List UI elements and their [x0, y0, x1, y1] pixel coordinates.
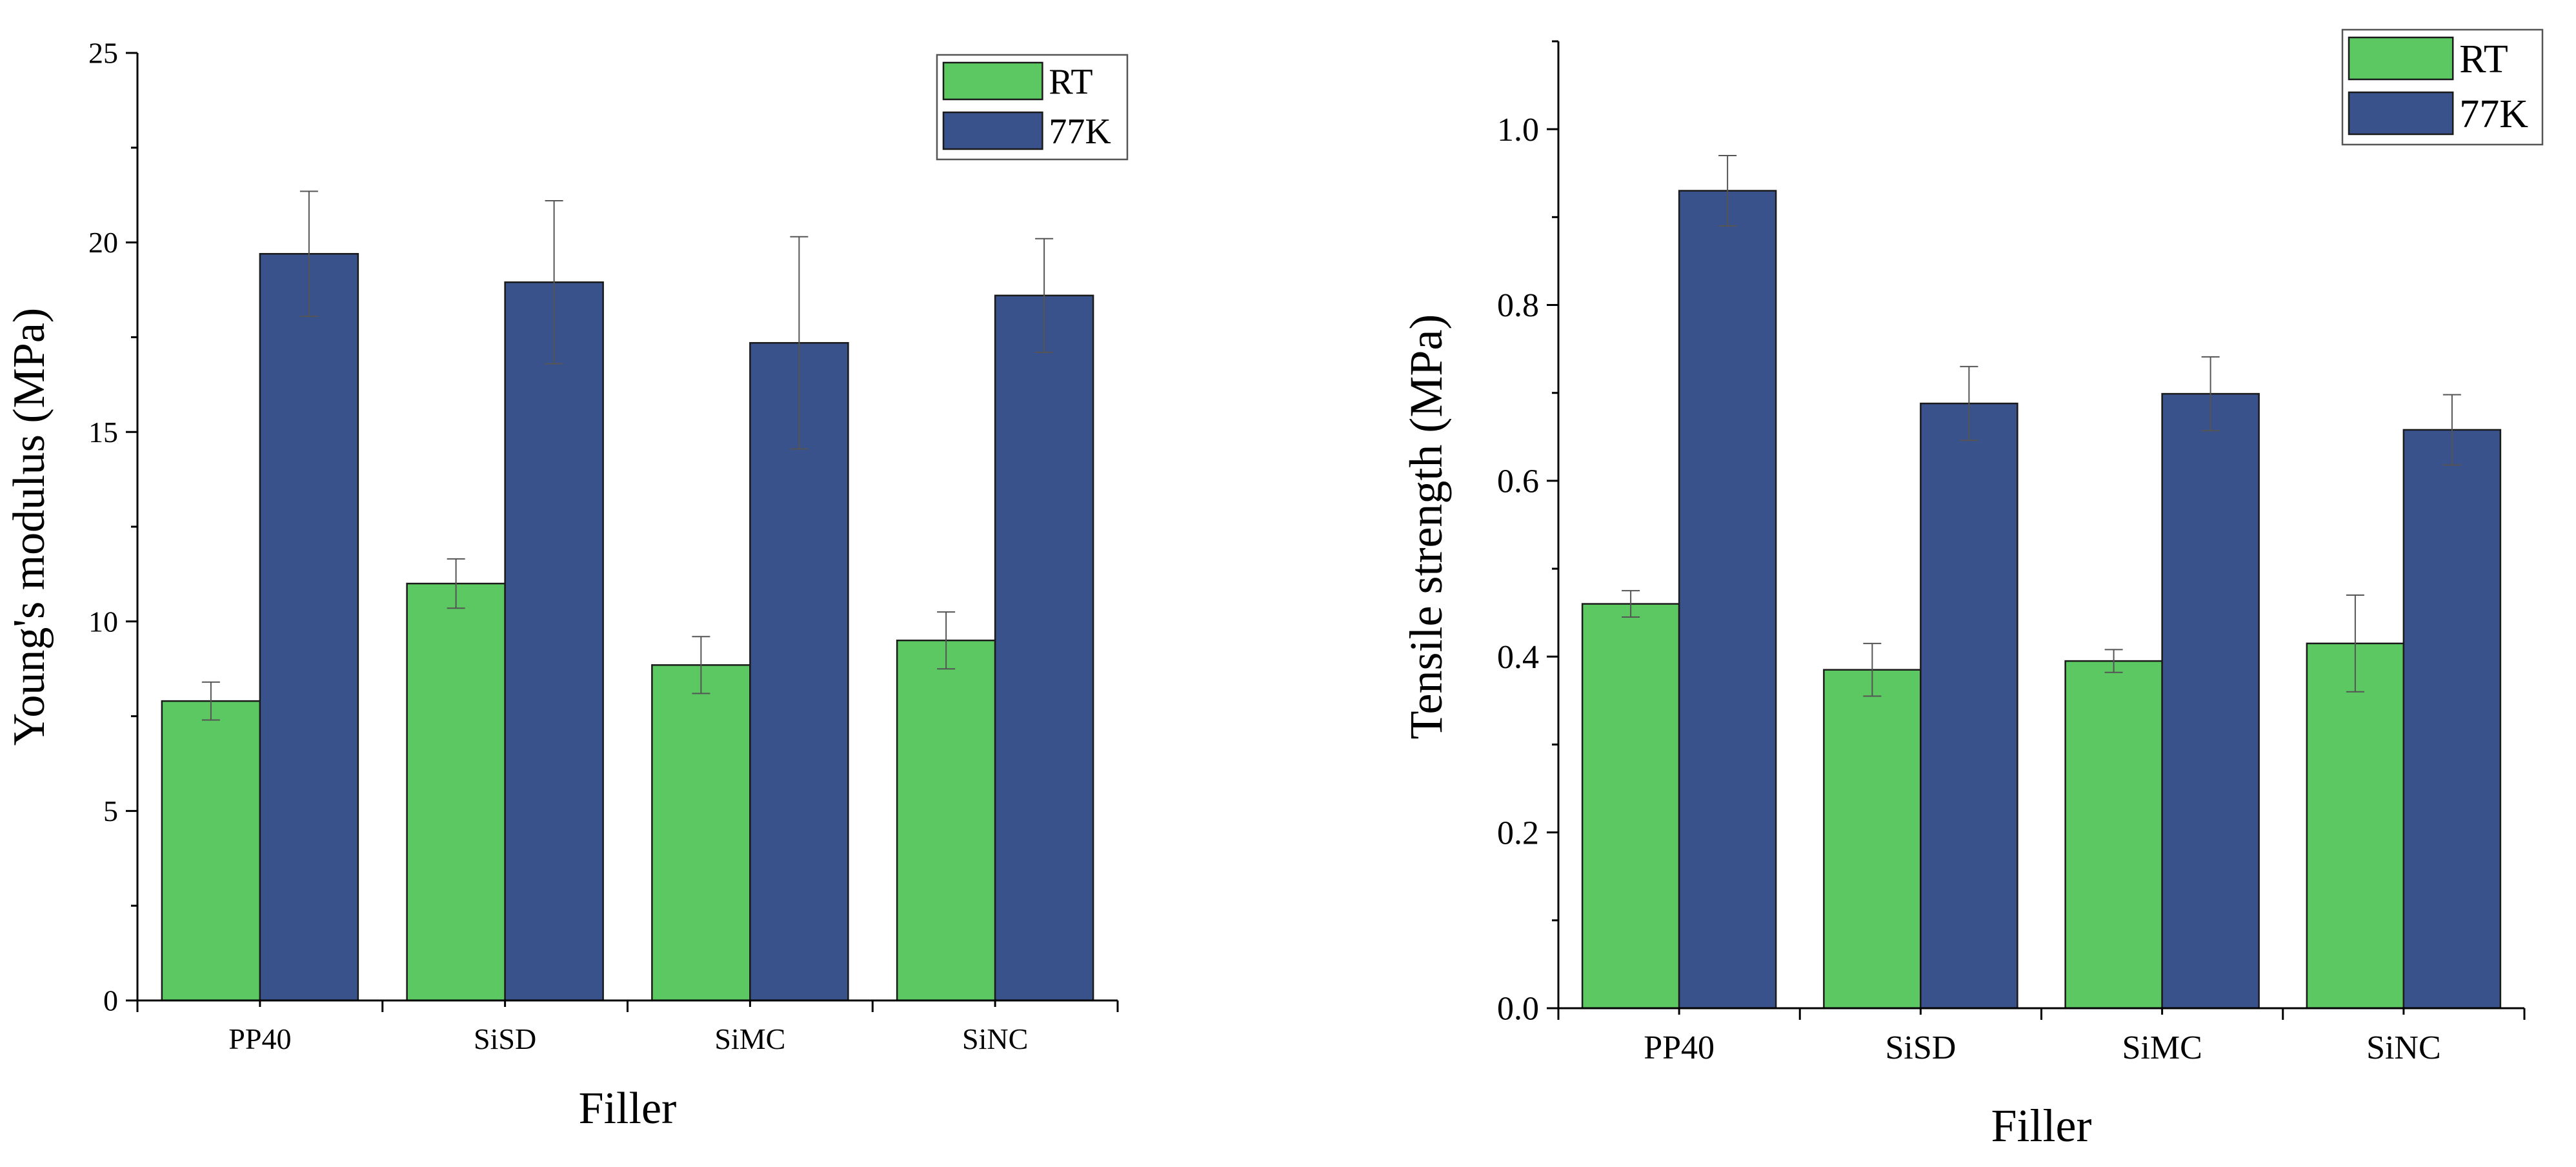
x-tick-label-pp40: PP40 — [228, 1022, 291, 1055]
y-tick-label: 0.6 — [1497, 463, 1539, 500]
tensile-strength-chart: 0.0 0.2 0.4 0.6 0.8 1.0 PP40 SiSD SiMC SiNC Filler… — [1400, 28, 2544, 1152]
bar-77k-pp40 — [259, 252, 359, 1002]
y-axis-title: Young's modulus (MPa) — [5, 308, 54, 746]
legend-swatch-rt — [2348, 36, 2454, 81]
x-tick-label-sinc: SiNC — [962, 1022, 1028, 1055]
legend-label-77k: 77K — [2459, 92, 2528, 136]
x-tick-label-sinc: SiNC — [2366, 1030, 2441, 1066]
x-axis-title: Filler — [579, 1084, 677, 1133]
y-tick-label: 5 — [103, 795, 118, 827]
y-tick-label: 0.8 — [1497, 287, 1539, 324]
legend-label-rt: RT — [2459, 37, 2508, 81]
bar-rt-sinc — [2306, 642, 2405, 1010]
bar-77k-sisd — [1920, 402, 2018, 1010]
legend-swatch-77k — [942, 111, 1043, 150]
y-tick-label: 0.2 — [1497, 815, 1539, 851]
x-tick-label-pp40: PP40 — [1644, 1030, 1715, 1066]
bar-rt-sisd — [406, 582, 506, 1002]
legend-swatch-77k — [2348, 91, 2454, 136]
bar-rt-sinc — [896, 639, 996, 1002]
y-tick-label: 0 — [103, 984, 118, 1017]
legend-label-rt: RT — [1049, 62, 1092, 102]
youngs-modulus-chart: 0 5 10 15 20 25 PP40 SiSD SiMC SiNC Filler Young's … — [5, 37, 1129, 1133]
bar-77k-sisd — [504, 281, 604, 1002]
bar-rt-pp40 — [161, 700, 261, 1002]
bar-rt-pp40 — [1581, 603, 1680, 1010]
y-tick-label: 20 — [88, 226, 118, 259]
bar-77k-pp40 — [1678, 190, 1777, 1010]
bar-77k-sinc — [2402, 429, 2502, 1010]
bar-rt-simc — [2064, 660, 2163, 1010]
x-tick-label-simc: SiMC — [2122, 1030, 2202, 1066]
x-axis-title: Filler — [1991, 1100, 2092, 1152]
y-tick-label: 25 — [88, 37, 118, 70]
y-tick-label: 15 — [88, 416, 118, 449]
bar-rt-sisd — [1823, 669, 1922, 1010]
legend-label-77k: 77K — [1049, 112, 1111, 152]
x-tick-label-sisd: SiSD — [474, 1022, 536, 1055]
y-tick-label: 1.0 — [1497, 112, 1539, 148]
bar-rt-simc — [651, 664, 751, 1002]
legend-swatch-rt — [942, 61, 1043, 101]
y-axis-title: Tensile strength (MPa) — [1400, 314, 1452, 740]
y-tick-label: 0.4 — [1497, 639, 1539, 676]
y-tick-label: 10 — [88, 605, 118, 638]
y-tick-label: 0.0 — [1497, 991, 1539, 1028]
x-tick-label-simc: SiMC — [714, 1022, 785, 1055]
bar-77k-sinc — [994, 294, 1094, 1002]
bar-77k-simc — [2161, 392, 2260, 1010]
x-tick-label-sisd: SiSD — [1885, 1030, 1956, 1066]
